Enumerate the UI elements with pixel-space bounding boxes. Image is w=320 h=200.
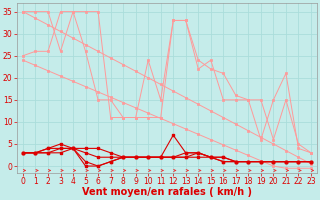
X-axis label: Vent moyen/en rafales ( km/h ): Vent moyen/en rafales ( km/h ): [82, 187, 252, 197]
